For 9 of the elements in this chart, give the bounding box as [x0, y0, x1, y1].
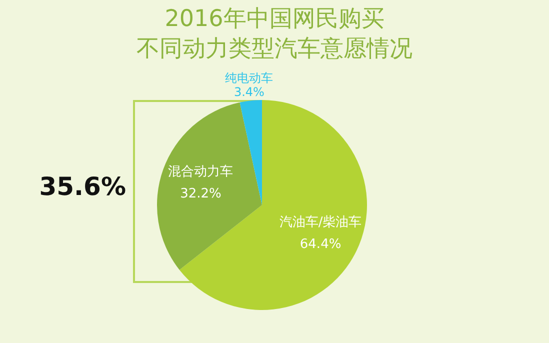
slice-label: 纯电动车 — [225, 70, 274, 85]
data-label: 64.4% — [300, 236, 342, 252]
slice-label: 混合动力车 — [168, 164, 234, 180]
chart-subtitle: 不同动力类型汽车意愿情况 — [136, 36, 412, 62]
text: 35.6% — [38, 172, 126, 201]
data-label: 32.2% — [180, 186, 222, 202]
chart-title: 2016年中国网民购买 — [164, 6, 384, 32]
slice-label: 汽油车/柴油车 — [279, 214, 362, 230]
data-label: 3.4% — [234, 84, 264, 99]
